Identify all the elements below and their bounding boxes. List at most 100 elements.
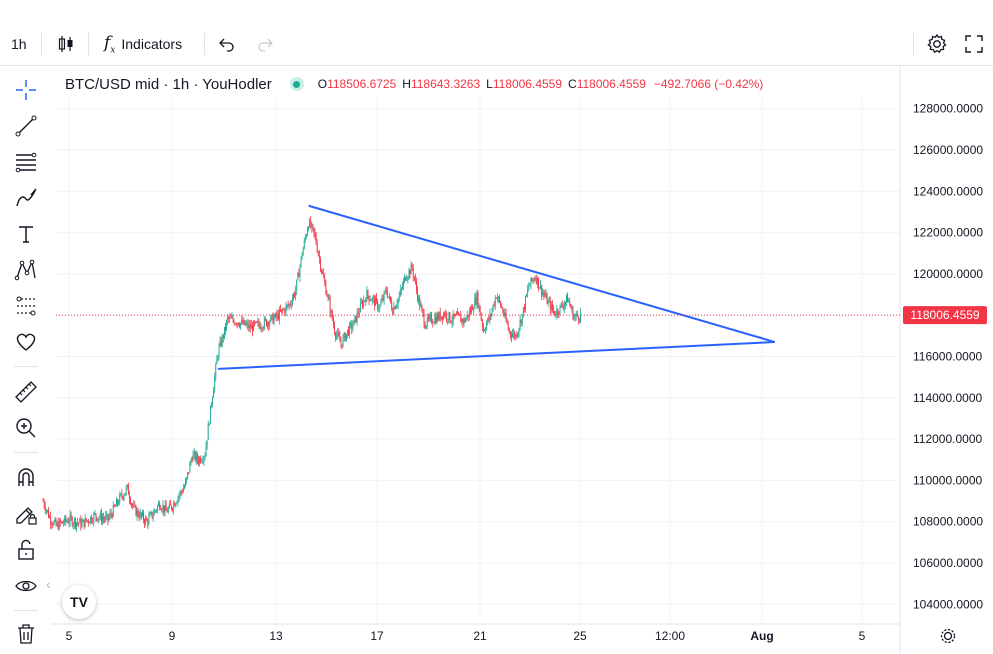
trend-line-tool[interactable] [10, 110, 42, 142]
zoom-tool[interactable] [10, 412, 42, 444]
candle-body [402, 286, 403, 289]
candle-body [150, 512, 152, 514]
remove-drawings-tool[interactable] [10, 618, 42, 650]
lock-drawing-tool[interactable] [10, 498, 42, 530]
open-value: 118506.6725 [327, 77, 397, 91]
fib-tool[interactable] [10, 146, 42, 178]
lock-all-tool[interactable] [10, 534, 42, 566]
candle-body [161, 509, 163, 511]
candle-body [405, 276, 407, 281]
candle-body [448, 312, 450, 321]
time-tick-label: 9 [169, 629, 176, 643]
candle-body [167, 507, 169, 513]
candle-body [107, 514, 109, 521]
prediction-tool[interactable] [10, 290, 42, 322]
crosshair-tool[interactable] [10, 74, 42, 106]
interval-button[interactable]: 1h [11, 30, 27, 58]
fullscreen-button[interactable] [964, 30, 984, 58]
low-value: 118006.4559 [492, 77, 563, 91]
time-tick-label: 12:00 [655, 629, 685, 643]
time-tick-label: 5 [859, 629, 866, 643]
settings-button[interactable] [926, 30, 948, 58]
candle-body [221, 335, 223, 346]
candle-body [351, 323, 353, 329]
icon-tool[interactable] [10, 326, 42, 358]
candle-body [458, 312, 460, 315]
candle-body [386, 291, 388, 298]
text-tool[interactable] [10, 218, 42, 250]
candle-body [577, 316, 579, 321]
candle-body [520, 319, 522, 324]
candle-body [511, 334, 512, 338]
price-axis[interactable]: 128000.0000 126000.0000 124000.0000 122000.… [913, 102, 983, 612]
undo-button[interactable] [218, 30, 236, 58]
interval-label: 1h [11, 36, 27, 52]
candle-body [372, 297, 374, 299]
candle-body [343, 333, 345, 338]
candle-body [310, 219, 312, 228]
tradingview-logo[interactable]: TV [62, 585, 96, 619]
candle-body [126, 484, 128, 488]
candle-body [268, 322, 270, 327]
candle-body [481, 319, 483, 327]
candle-body [148, 516, 150, 525]
candle-body [346, 329, 348, 334]
candle-body [250, 325, 252, 329]
candle-body [362, 302, 363, 307]
candle-body [550, 304, 552, 311]
candle-body [182, 488, 184, 493]
change-value: −492.7066 (−0.42%) [653, 77, 764, 91]
redo-button[interactable] [256, 30, 274, 58]
candle-body [243, 320, 245, 324]
candle-body [334, 325, 335, 334]
candle-body [522, 307, 524, 315]
pattern-tool[interactable] [10, 254, 42, 286]
candle-body [357, 312, 359, 314]
candle-body [480, 315, 482, 320]
candle-body [293, 293, 294, 299]
market-status-icon [289, 77, 304, 91]
candle-body [485, 329, 487, 331]
indicators-button[interactable]: fx Indicators [104, 30, 182, 58]
collapse-arrow-icon[interactable]: ‹ [46, 576, 51, 592]
crosshair-icon [16, 80, 36, 100]
hide-drawings-tool[interactable] [10, 570, 42, 602]
time-axis[interactable]: 5 9 13 17 21 25 12:00 Aug 5 [66, 629, 866, 643]
candle-body [508, 328, 510, 332]
symbol-title[interactable]: BTC/USD mid · 1h · YouHodler [65, 75, 272, 93]
candle-body [518, 328, 520, 333]
candle-body [434, 317, 436, 323]
candle-body [303, 240, 305, 249]
candle-body [311, 224, 313, 228]
candle-body [62, 521, 63, 524]
candle-body [228, 317, 230, 319]
axis-gear-icon [940, 628, 956, 644]
candle-body [124, 493, 126, 496]
candle-body [272, 314, 274, 324]
candle-body [120, 493, 122, 495]
candle-body [455, 314, 457, 316]
axis-settings-button[interactable] [940, 628, 956, 644]
candle-body [446, 312, 448, 320]
chart-type-button[interactable] [56, 30, 76, 58]
high-key: H [402, 77, 411, 91]
time-tick-label: 5 [66, 629, 73, 643]
magnet-tool[interactable] [10, 462, 42, 494]
measure-tool[interactable] [10, 376, 42, 408]
brush-tool[interactable] [10, 182, 42, 214]
candle-body [424, 324, 426, 329]
candle-body [521, 314, 523, 324]
candle-body [298, 273, 300, 277]
candle-body [507, 323, 509, 329]
candle-body [72, 523, 74, 526]
trendlines[interactable] [217, 204, 776, 370]
candle-body [540, 285, 542, 289]
candle-body [378, 308, 380, 310]
toolbar-divider [88, 33, 89, 55]
candle-body [191, 460, 193, 462]
candle-body [330, 310, 332, 314]
candle-body [564, 301, 566, 305]
candle-body [527, 289, 529, 295]
candle-body [560, 304, 562, 306]
